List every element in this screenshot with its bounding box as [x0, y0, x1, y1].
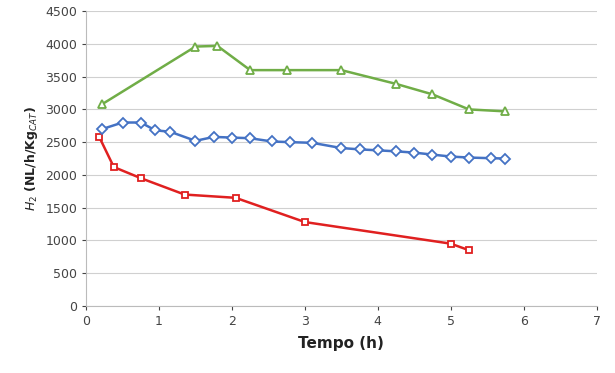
X-axis label: Tempo (h): Tempo (h)	[298, 336, 384, 351]
Y-axis label: $H_2$ (NL/h/Kg$_{CAT}$): $H_2$ (NL/h/Kg$_{CAT}$)	[23, 106, 39, 211]
